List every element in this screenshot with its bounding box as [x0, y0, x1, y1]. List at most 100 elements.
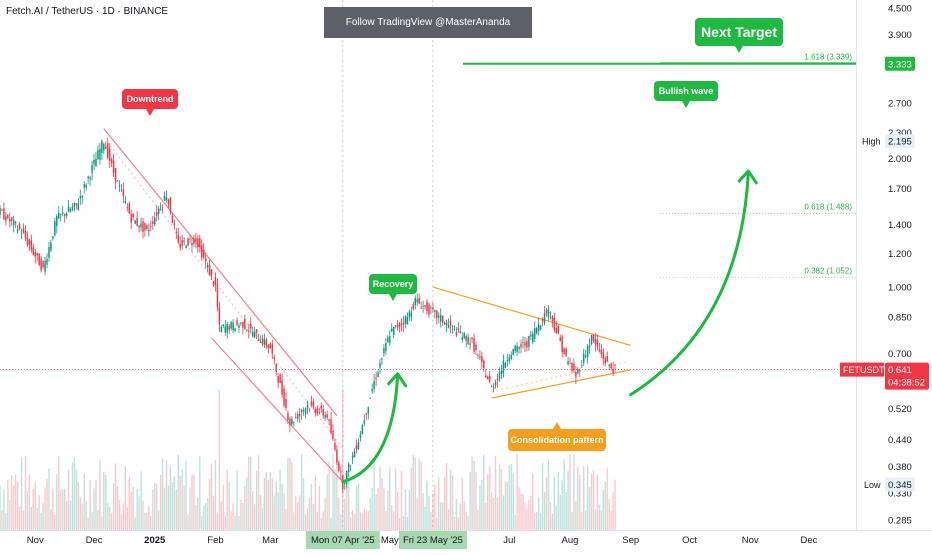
- volume-bar: [50, 509, 52, 530]
- candle: [59, 213, 62, 222]
- candle-body: [555, 327, 558, 334]
- volume-bar: [459, 503, 462, 530]
- candle-body: [530, 334, 532, 337]
- candle: [565, 346, 567, 357]
- volume-bar: [67, 469, 70, 530]
- candle-body: [490, 386, 493, 388]
- volume-bar: [234, 515, 236, 530]
- candle: [22, 223, 25, 234]
- volume-bar: [598, 504, 601, 530]
- volume-bar: [201, 515, 203, 530]
- volume-bar: [314, 475, 317, 530]
- volume-bar: [26, 490, 29, 530]
- candle-body: [155, 212, 158, 216]
- time-scale[interactable]: [0, 530, 932, 551]
- candle-body: [236, 320, 238, 325]
- volume-bar: [408, 490, 411, 530]
- volume-bar: [99, 459, 101, 530]
- volume-bar: [5, 512, 7, 530]
- volume-bar: [396, 492, 399, 530]
- volume-bar: [375, 494, 377, 530]
- price-scale[interactable]: [856, 0, 932, 530]
- volume-bar: [351, 510, 354, 530]
- volume-bar: [89, 479, 91, 530]
- candle: [150, 220, 152, 232]
- volume-bar: [13, 485, 15, 530]
- volume-bar: [449, 469, 452, 530]
- candle: [44, 256, 46, 276]
- candle: [218, 301, 221, 332]
- candle: [58, 205, 60, 220]
- volume-bar: [473, 460, 475, 530]
- candle-body: [349, 465, 352, 467]
- candle-body: [154, 217, 156, 225]
- candle: [65, 211, 68, 219]
- volume-bar: [577, 466, 579, 530]
- downtrend-label-text: Downtrend: [127, 94, 174, 104]
- candle: [584, 349, 587, 359]
- candle-body: [338, 462, 340, 471]
- volume-bar: [302, 478, 305, 530]
- volume-bar: [126, 507, 129, 530]
- candle: [555, 320, 558, 335]
- candle-body: [584, 355, 587, 357]
- candle: [197, 235, 199, 253]
- volume-bar: [85, 500, 87, 530]
- volume-bar: [289, 457, 291, 530]
- bullish-wave-label-pointer: [682, 101, 690, 108]
- volume-bar: [447, 509, 450, 530]
- candle-body: [251, 332, 254, 337]
- volume-bar: [363, 508, 366, 530]
- candle: [428, 302, 430, 318]
- candle: [202, 243, 205, 260]
- candle-body: [306, 404, 309, 409]
- candle: [181, 234, 183, 250]
- candle: [269, 342, 272, 349]
- candle-body: [569, 363, 571, 365]
- candle-body: [524, 342, 526, 346]
- bullish-wave-label: Bullish wave: [654, 81, 718, 108]
- candle-body: [606, 355, 608, 362]
- candle-body: [318, 412, 321, 413]
- volume-bar: [97, 509, 99, 530]
- candle: [52, 235, 54, 241]
- volume-bar: [326, 474, 328, 530]
- volume-bar: [101, 516, 103, 530]
- candle: [95, 151, 97, 167]
- volume-bar: [281, 483, 283, 530]
- candle: [191, 237, 193, 253]
- candle: [298, 408, 301, 424]
- volume-bar: [547, 458, 550, 530]
- candle: [300, 408, 303, 420]
- volume-bar: [175, 489, 177, 530]
- volume-bar: [32, 489, 34, 530]
- candle-body: [439, 315, 442, 322]
- volume-bar: [144, 512, 146, 530]
- volume-bar: [112, 483, 115, 530]
- candle: [510, 351, 512, 361]
- candle: [230, 320, 232, 331]
- candle-body: [11, 217, 13, 221]
- volume-bar: [524, 502, 526, 530]
- bullish-wave-label-box: [654, 81, 718, 101]
- volume-bar: [7, 479, 9, 530]
- volume-bar: [526, 508, 528, 530]
- candle: [206, 262, 209, 273]
- volume-bar: [240, 499, 242, 530]
- candle: [253, 326, 256, 339]
- candle-body: [42, 261, 44, 268]
- volume-bar: [569, 454, 571, 530]
- volume-bar: [56, 473, 58, 530]
- volume-bar: [20, 456, 23, 530]
- candle-body: [496, 378, 499, 381]
- candle-body: [592, 334, 595, 341]
- volume-bar: [189, 487, 191, 530]
- candle-body: [95, 158, 97, 167]
- candle: [322, 405, 324, 420]
- volume-bar: [424, 506, 426, 530]
- candle-body: [302, 410, 305, 412]
- volume-bar: [412, 455, 414, 530]
- candle-body: [18, 223, 21, 230]
- candle-body: [287, 413, 289, 420]
